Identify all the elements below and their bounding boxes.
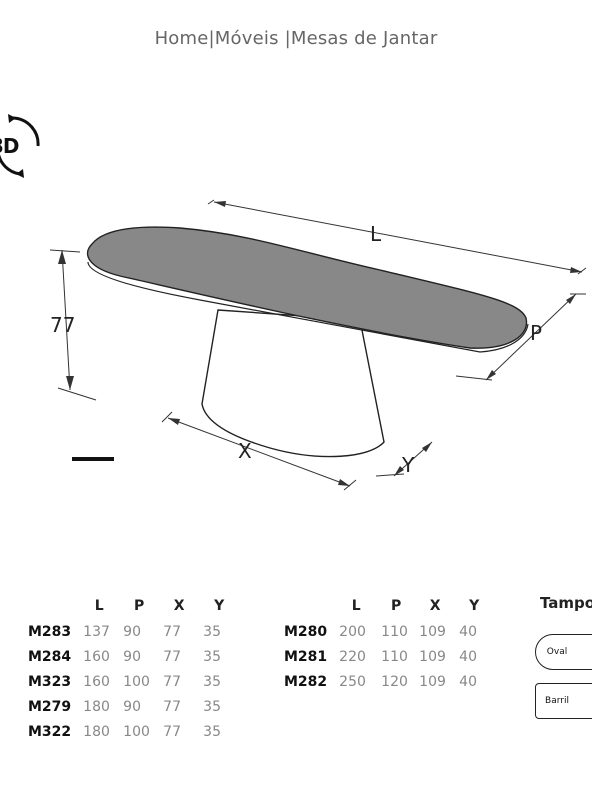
breadcrumb-mesas-de-jantar[interactable]: Mesas de Jantar (290, 28, 438, 49)
table-row: M281 220 110 109 40 (280, 644, 493, 669)
table-cell: 40 (459, 623, 477, 640)
table-row: M279 180 90 77 35 (24, 694, 239, 719)
table-cell: 110 (381, 623, 408, 640)
model-code: M282 (284, 673, 328, 690)
tampo-option-label: Barril (545, 696, 569, 706)
table-cell: 120 (381, 673, 408, 690)
rotate-360-button[interactable]: 3D (0, 112, 44, 186)
table-row: M283 137 90 77 35 (24, 619, 239, 644)
table-cell: 109 (419, 623, 446, 640)
model-code: M322 (28, 723, 72, 740)
dimension-label-base-y: Y (401, 453, 415, 477)
table-cell: 90 (123, 698, 141, 715)
table-header: Y (469, 597, 480, 614)
table-cell: 35 (203, 623, 221, 640)
breadcrumb: Home|Móveis |Mesas de Jantar (0, 28, 592, 49)
table-header: P (134, 597, 145, 614)
table-row: M280 200 110 109 40 (280, 619, 493, 644)
tampo-option-label: Oval (546, 647, 568, 657)
table-header: X (429, 597, 441, 614)
table-cell: 35 (203, 648, 221, 665)
table-cell: 40 (459, 648, 477, 665)
table-header-row: L P X Y (24, 592, 239, 619)
table-cell: 250 (339, 673, 366, 690)
table-row: M282 250 120 109 40 (280, 669, 493, 694)
table-cell: 90 (123, 648, 141, 665)
tampo-title: Tampo (540, 594, 592, 612)
table-cell: 180 (83, 698, 110, 715)
table-header (24, 592, 79, 619)
table-header: P (391, 597, 402, 614)
model-code: M280 (284, 623, 328, 640)
table-cell: 35 (203, 723, 221, 740)
rotate-360-label: 3D (0, 134, 20, 158)
table-header: L (94, 597, 104, 614)
table-cell: 40 (459, 673, 477, 690)
dimension-label-base-x: X (238, 439, 252, 463)
breadcrumb-moveis[interactable]: Móveis (214, 28, 285, 49)
table-cell: 180 (83, 723, 110, 740)
dimensions-table-1: L P X Y M283 137 90 77 35 M284 160 90 77… (24, 592, 239, 744)
table-cell: 77 (163, 623, 181, 640)
table-header-row: L P X Y (280, 592, 493, 619)
table-cell: 100 (123, 673, 150, 690)
table-row: M323 160 100 77 35 (24, 669, 239, 694)
tampo-option-oval[interactable]: Oval (535, 634, 592, 670)
table-top-edge (87, 261, 529, 353)
dimensions-table-2: L P X Y M280 200 110 109 40 M281 220 110… (280, 592, 493, 694)
dimension-label-length: L (370, 222, 382, 246)
breadcrumb-home[interactable]: Home (154, 28, 209, 49)
table-cell: 137 (83, 623, 110, 640)
table-dimension-diagram: L P 77 X Y (49, 199, 587, 491)
table-cell: 220 (339, 648, 366, 665)
table-cell: 35 (203, 698, 221, 715)
table-cell: 160 (83, 648, 110, 665)
table-cell: 109 (419, 673, 446, 690)
dimension-label-depth: P (530, 321, 542, 345)
table-header: X (173, 597, 185, 614)
breadcrumb-separator: | (284, 28, 291, 49)
table-cell: 77 (163, 648, 181, 665)
model-code: M323 (28, 673, 72, 690)
table-row: M322 180 100 77 35 (24, 719, 239, 744)
minus-icon[interactable] (72, 457, 114, 461)
table-cell: 200 (339, 623, 366, 640)
rotate-360-icon (0, 114, 40, 178)
model-code: M283 (28, 623, 72, 640)
table-cell: 160 (83, 673, 110, 690)
table-cell: 35 (203, 673, 221, 690)
table-cell: 100 (123, 723, 150, 740)
table-top (86, 226, 528, 349)
table-cell: 110 (381, 648, 408, 665)
model-code: M284 (28, 648, 72, 665)
tampo-option-barril[interactable]: Barril (535, 683, 592, 719)
dimension-label-height: 77 (50, 313, 75, 337)
table-header: Y (214, 597, 225, 614)
model-code: M279 (28, 698, 72, 715)
table-base (201, 309, 385, 458)
table-cell: 77 (163, 698, 181, 715)
table-cell: 77 (163, 673, 181, 690)
table-header: L (351, 597, 361, 614)
table-header (280, 592, 335, 619)
table-cell: 109 (419, 648, 446, 665)
table-cell: 90 (123, 623, 141, 640)
model-code: M281 (284, 648, 328, 665)
table-row: M284 160 90 77 35 (24, 644, 239, 669)
table-cell: 77 (163, 723, 181, 740)
breadcrumb-separator: | (208, 28, 215, 49)
